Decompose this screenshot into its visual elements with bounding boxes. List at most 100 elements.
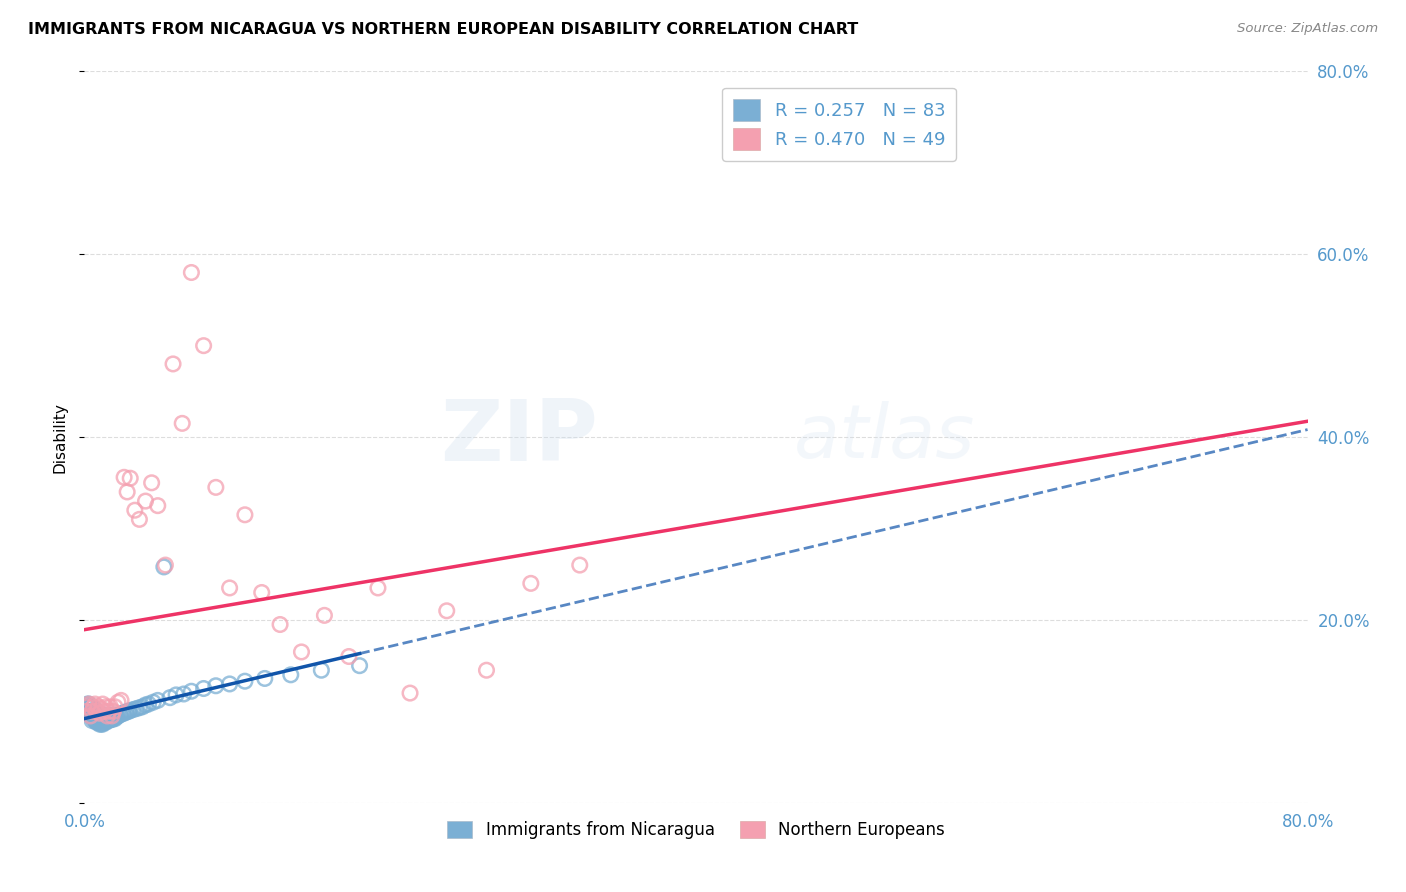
Point [87,715,110,730]
Point [311,663,333,677]
Point [80,714,103,728]
Point [568,558,591,573]
Point [84,706,107,721]
Point [94,715,117,730]
Point [93,708,115,723]
Point [80,705,103,719]
Point [79,699,101,714]
Point [193,338,215,352]
Point [90,717,112,731]
Point [180,266,202,280]
Point [75,705,97,719]
Point [146,499,169,513]
Point [90,714,112,728]
Point [103,712,125,726]
Point [77,697,100,711]
Point [135,494,157,508]
Point [112,470,135,484]
Point [103,705,125,719]
Point [96,710,118,724]
Point [107,709,129,723]
Point [475,663,498,677]
Point [94,712,117,726]
Text: atlas: atlas [794,401,976,473]
Point [77,705,100,719]
Point [89,710,111,724]
Point [76,699,98,714]
Point [233,674,256,689]
Point [98,709,121,723]
Point [114,706,136,720]
Point [97,705,120,719]
Point [91,717,114,731]
Point [89,706,111,721]
Point [86,708,108,723]
Point [436,604,458,618]
Point [112,706,135,721]
Point [124,503,146,517]
Point [165,688,187,702]
Point [128,700,150,714]
Point [253,672,276,686]
Point [79,705,101,719]
Point [218,677,240,691]
Point [108,708,131,723]
Point [103,708,125,723]
Point [101,709,124,723]
Point [155,558,177,573]
Point [120,703,142,717]
Point [173,687,195,701]
Point [193,681,215,696]
Point [180,684,202,698]
Text: ZIP: ZIP [440,395,598,479]
Point [269,617,291,632]
Point [86,705,108,719]
Point [520,576,543,591]
Point [153,560,176,574]
Point [97,714,120,728]
Point [138,697,160,711]
Point [120,471,142,485]
Point [76,697,98,711]
Point [83,712,105,726]
Point [83,699,105,714]
Point [79,709,101,723]
Point [162,357,184,371]
Point [135,698,157,712]
Point [115,705,138,719]
Point [250,585,273,599]
Point [79,709,101,723]
Point [84,697,107,711]
Point [131,699,153,714]
Point [87,708,110,723]
Point [146,693,169,707]
Point [77,699,100,714]
Point [367,581,389,595]
Point [84,714,107,728]
Point [218,581,240,595]
Point [91,714,114,728]
Point [83,708,105,723]
Text: Source: ZipAtlas.com: Source: ZipAtlas.com [1237,22,1378,36]
Point [98,713,121,727]
Point [97,710,120,724]
Point [83,705,105,719]
Point [90,710,112,724]
Point [104,709,127,723]
Point [90,701,112,715]
Point [91,711,114,725]
Point [314,608,336,623]
Point [84,702,107,716]
Point [104,712,127,726]
Point [399,686,422,700]
Point [93,715,115,730]
Point [93,712,115,726]
Point [172,417,194,431]
Point [86,715,108,730]
Point [89,717,111,731]
Point [205,679,228,693]
Point [77,697,100,711]
Point [125,701,148,715]
Point [337,649,360,664]
Point [159,690,181,705]
